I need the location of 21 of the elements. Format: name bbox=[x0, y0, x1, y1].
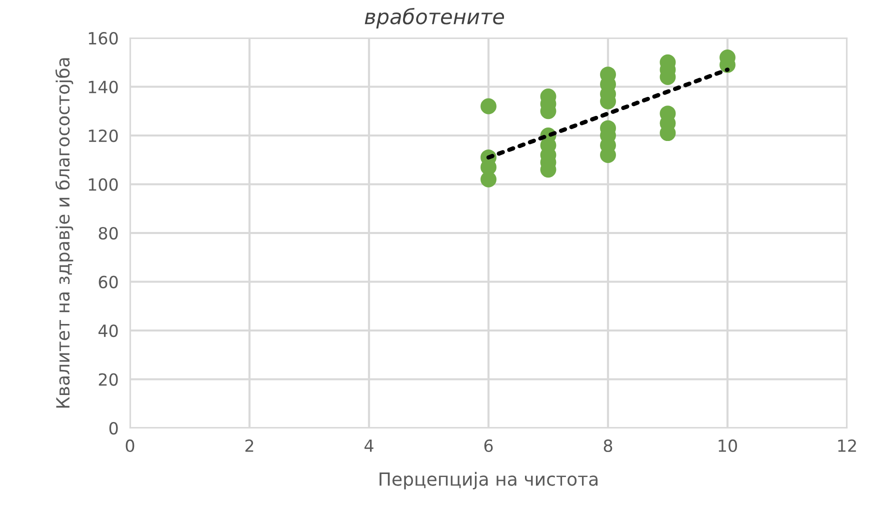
y-tick-label: 80 bbox=[98, 226, 118, 240]
y-tick-label: 60 bbox=[98, 276, 118, 288]
chart-title: вработените bbox=[364, 8, 504, 28]
y-tick-label: 120 bbox=[88, 129, 118, 142]
x-tick-label: 4 bbox=[364, 440, 374, 452]
x-tick-label: 10 bbox=[718, 439, 737, 452]
y-tick-label: 160 bbox=[88, 32, 118, 45]
y-tick-label: 140 bbox=[88, 80, 118, 94]
x-tick-label: 8 bbox=[604, 439, 612, 452]
x-axis-title: Перцепција на чистота bbox=[380, 472, 598, 490]
x-tick-label: 0 bbox=[126, 439, 134, 452]
y-tick-label: 20 bbox=[98, 373, 118, 386]
y-axis-title: Квалитет на здравје и благосостојба bbox=[55, 58, 74, 408]
point bbox=[480, 171, 496, 188]
y-tick-label: 0 bbox=[109, 422, 118, 435]
y-tick-label: 100 bbox=[88, 178, 118, 191]
x-tick-label: 12 bbox=[838, 439, 856, 452]
y-tick-label: 40 bbox=[98, 324, 118, 338]
point bbox=[480, 98, 496, 114]
x-tick-label: 2 bbox=[245, 439, 254, 452]
x-tick-label: 6 bbox=[484, 439, 493, 452]
